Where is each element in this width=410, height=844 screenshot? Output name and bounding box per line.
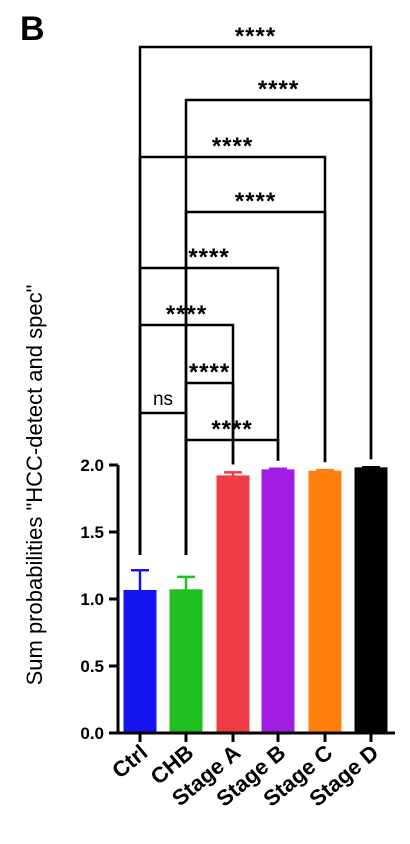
- bar: [216, 475, 250, 734]
- x-tick-label: Ctrl: [107, 740, 152, 784]
- bar: [169, 589, 203, 734]
- bar: [261, 469, 295, 734]
- bar: [354, 467, 388, 734]
- significance-label: ****: [211, 416, 252, 443]
- panel-label: B: [20, 10, 45, 48]
- y-tick-label: 0.5: [80, 657, 104, 676]
- bars: [123, 466, 388, 735]
- significance-label: ****: [212, 133, 253, 160]
- y-axis-label-group: Sum probabilities "HCC-detect and spec": [22, 285, 47, 686]
- significance-label-ns: ns: [153, 389, 173, 410]
- y-tick-label: 1.0: [80, 590, 104, 609]
- y-tick-label: 0.0: [80, 724, 104, 743]
- significance-label: ****: [189, 359, 230, 386]
- significance-bracket: [138, 266, 280, 555]
- significance-bracket: [138, 45, 373, 555]
- y-axis-label: Sum probabilities "HCC-detect and spec": [22, 285, 47, 686]
- significance-label: ****: [235, 23, 276, 50]
- significance-brackets: ns********************************: [138, 23, 373, 555]
- y-tick-label: 1.5: [80, 523, 104, 542]
- bar: [308, 470, 342, 734]
- significance-label: ****: [258, 76, 299, 103]
- bar: [123, 589, 157, 735]
- significance-bracket: [138, 411, 188, 555]
- significance-label: ****: [188, 244, 229, 271]
- y-tick-label: 2.0: [80, 456, 104, 475]
- significance-label: ****: [235, 188, 276, 215]
